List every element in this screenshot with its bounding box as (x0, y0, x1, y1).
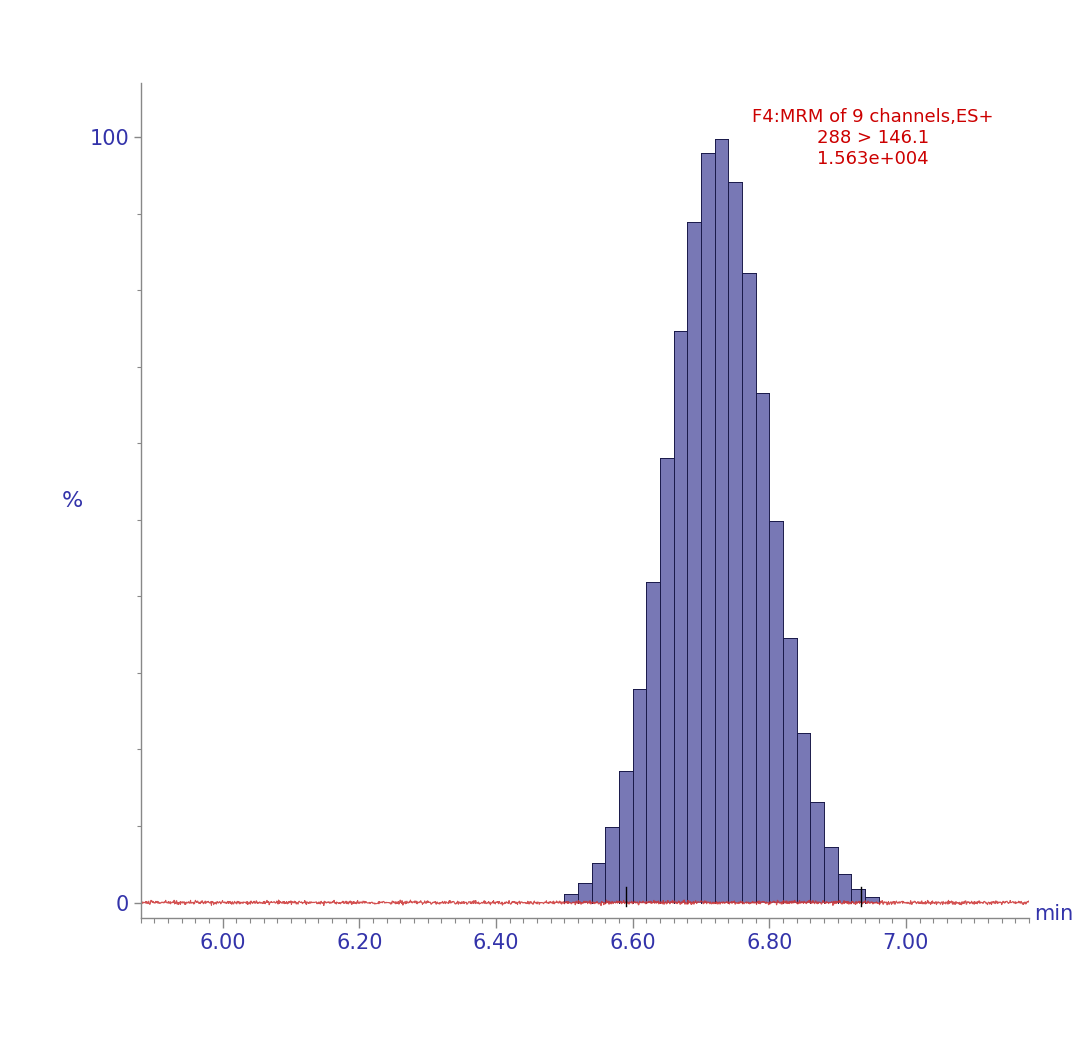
Text: F4:MRM of 9 channels,ES+
288 > 146.1
1.563e+004: F4:MRM of 9 channels,ES+ 288 > 146.1 1.5… (752, 108, 993, 168)
Text: min: min (1034, 904, 1073, 924)
Y-axis label: %: % (62, 490, 83, 511)
